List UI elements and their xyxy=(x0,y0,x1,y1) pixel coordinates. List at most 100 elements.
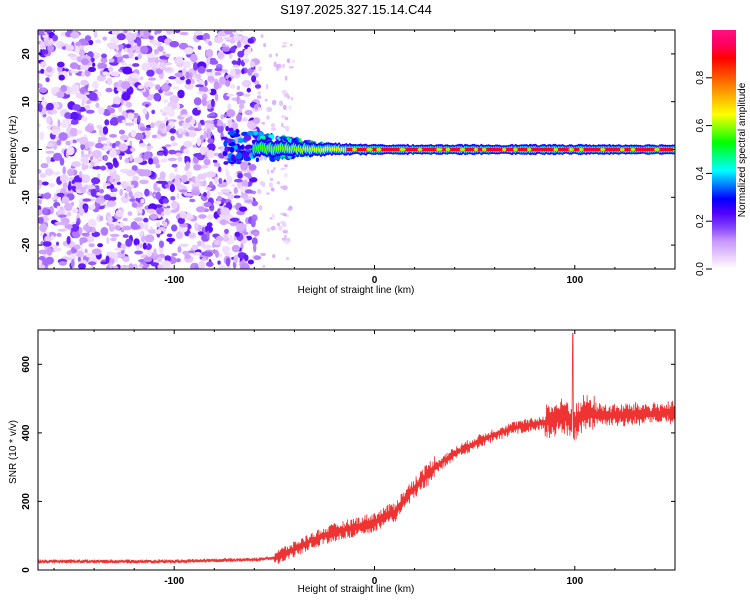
spectrogram-blob xyxy=(513,147,518,152)
spectrogram-blob xyxy=(133,238,140,246)
spectrogram-blob xyxy=(195,84,205,88)
spectrogram-blob xyxy=(233,33,240,42)
spectrogram-blob xyxy=(228,127,234,132)
spectrogram-blob xyxy=(174,168,178,172)
spectrogram-blob xyxy=(95,102,100,109)
spectrogram-marks xyxy=(38,30,675,269)
spectrogram-blob xyxy=(276,181,281,185)
spectrogram-blob xyxy=(56,205,61,211)
spectrogram-blob xyxy=(38,192,42,197)
spectrogram-blob xyxy=(270,127,277,131)
colorbar-ramp xyxy=(712,30,736,269)
spectrogram-blob xyxy=(38,259,43,266)
spectrogram-blob xyxy=(179,211,187,219)
spectrogram-blob xyxy=(197,106,201,111)
spectrogram-blob xyxy=(170,135,175,141)
spectrogram-blob xyxy=(47,142,54,148)
spectrogram-blob xyxy=(185,132,190,137)
spectrogram-blob xyxy=(282,239,286,243)
spectrogram-blob xyxy=(282,213,287,217)
spectrogram-blob xyxy=(234,136,239,145)
spectrogram-blob xyxy=(84,125,95,133)
spectrogram-blob xyxy=(72,229,81,239)
spectrogram-blob xyxy=(219,219,227,226)
spectrogram-blob xyxy=(151,134,158,139)
spectrogram-blob xyxy=(207,143,216,152)
spectrogram-blob xyxy=(99,215,104,221)
spectrogram-blob xyxy=(46,117,51,124)
spectrogram-blob xyxy=(214,67,223,72)
snr-y-tick-label: 400 xyxy=(21,424,32,441)
spectrogram-blob xyxy=(227,103,232,111)
spectrogram-blob xyxy=(206,261,214,267)
spectrogram-blob xyxy=(164,62,172,66)
spectrogram-blob xyxy=(159,61,167,70)
spectrogram-blob xyxy=(238,108,243,113)
spectrogram-blob xyxy=(237,50,245,58)
spectrogram-blob xyxy=(283,164,288,168)
spectrogram-blob xyxy=(277,63,282,69)
spectral-line-core xyxy=(346,147,675,152)
spectrogram-blob xyxy=(227,130,235,136)
spectrogram-blob xyxy=(98,127,104,136)
snr-frame xyxy=(37,329,676,571)
spectrogram-blob xyxy=(133,217,144,222)
spectrogram-blob xyxy=(185,71,190,80)
spectrogram-blob xyxy=(459,147,466,152)
spectrogram-blob xyxy=(155,191,162,200)
spectrogram-blob xyxy=(167,91,174,96)
spectrogram-blob xyxy=(110,71,120,77)
spectrogram-blob xyxy=(38,30,45,36)
spectrogram-blob xyxy=(67,168,74,177)
spectrogram-blob xyxy=(146,53,157,59)
spectrogram-blob xyxy=(64,202,73,212)
spectrogram-blob xyxy=(114,174,121,183)
spectrogram-blob xyxy=(120,81,131,90)
spectrogram-blob xyxy=(84,248,88,254)
spectrogram-blob xyxy=(38,216,44,224)
spectrogram-blob xyxy=(241,180,249,188)
spectrogram-blob xyxy=(58,74,65,81)
spectrogram-blob xyxy=(272,254,276,259)
spectrogram-blob xyxy=(109,149,117,158)
spectrogram-blob xyxy=(223,36,233,40)
spectrogram-blob xyxy=(56,139,62,146)
spectrogram-blob xyxy=(143,257,153,263)
spectrogram-blob xyxy=(140,45,149,55)
spectrogram-blob xyxy=(64,112,72,119)
spectrogram-blob xyxy=(155,163,161,169)
spectrogram-blob xyxy=(139,126,146,132)
spectrogram-blob xyxy=(266,168,270,175)
spectrogram-blob xyxy=(254,84,262,89)
spectrogram-blob xyxy=(239,103,245,109)
spectrogram-blob xyxy=(222,114,228,118)
spectrogram-blob xyxy=(80,143,86,151)
spectrogram-blob xyxy=(163,99,169,104)
spectrogram-blob xyxy=(209,80,214,84)
spectrogram-blob xyxy=(286,58,291,63)
spectrogram-blob xyxy=(203,192,207,197)
spectrogram-blob xyxy=(40,68,45,74)
spectrogram-blob xyxy=(231,244,240,253)
spectrogram-blob xyxy=(109,58,115,63)
spectrogram-blob xyxy=(238,99,246,104)
spectrogram-blob xyxy=(198,260,206,269)
colorbar: 0.0 0.2 0.4 0.6 0.8 Normalized spectral ampl… xyxy=(695,30,748,276)
spectrogram-blob xyxy=(148,77,157,81)
spectrogram-blob xyxy=(150,262,159,267)
spectrogram-blob xyxy=(209,88,217,96)
spectrogram-blob xyxy=(196,206,206,213)
spectrogram-blob xyxy=(290,97,294,101)
spectrogram-blob xyxy=(108,223,115,232)
spectrogram-blob xyxy=(75,41,82,47)
spectrogram-blob xyxy=(160,109,163,113)
spectrogram-y-tick-label: 0 xyxy=(21,146,32,152)
spectrogram-blob xyxy=(137,212,141,216)
spectrogram-blob xyxy=(56,192,65,197)
spectrogram-blob xyxy=(128,263,134,269)
spectrogram-blob xyxy=(57,228,67,232)
spectrogram-blob xyxy=(70,119,79,125)
spectrogram-blob xyxy=(154,48,159,55)
spectrogram-blob xyxy=(139,263,144,268)
spectrogram-blob xyxy=(52,171,61,176)
